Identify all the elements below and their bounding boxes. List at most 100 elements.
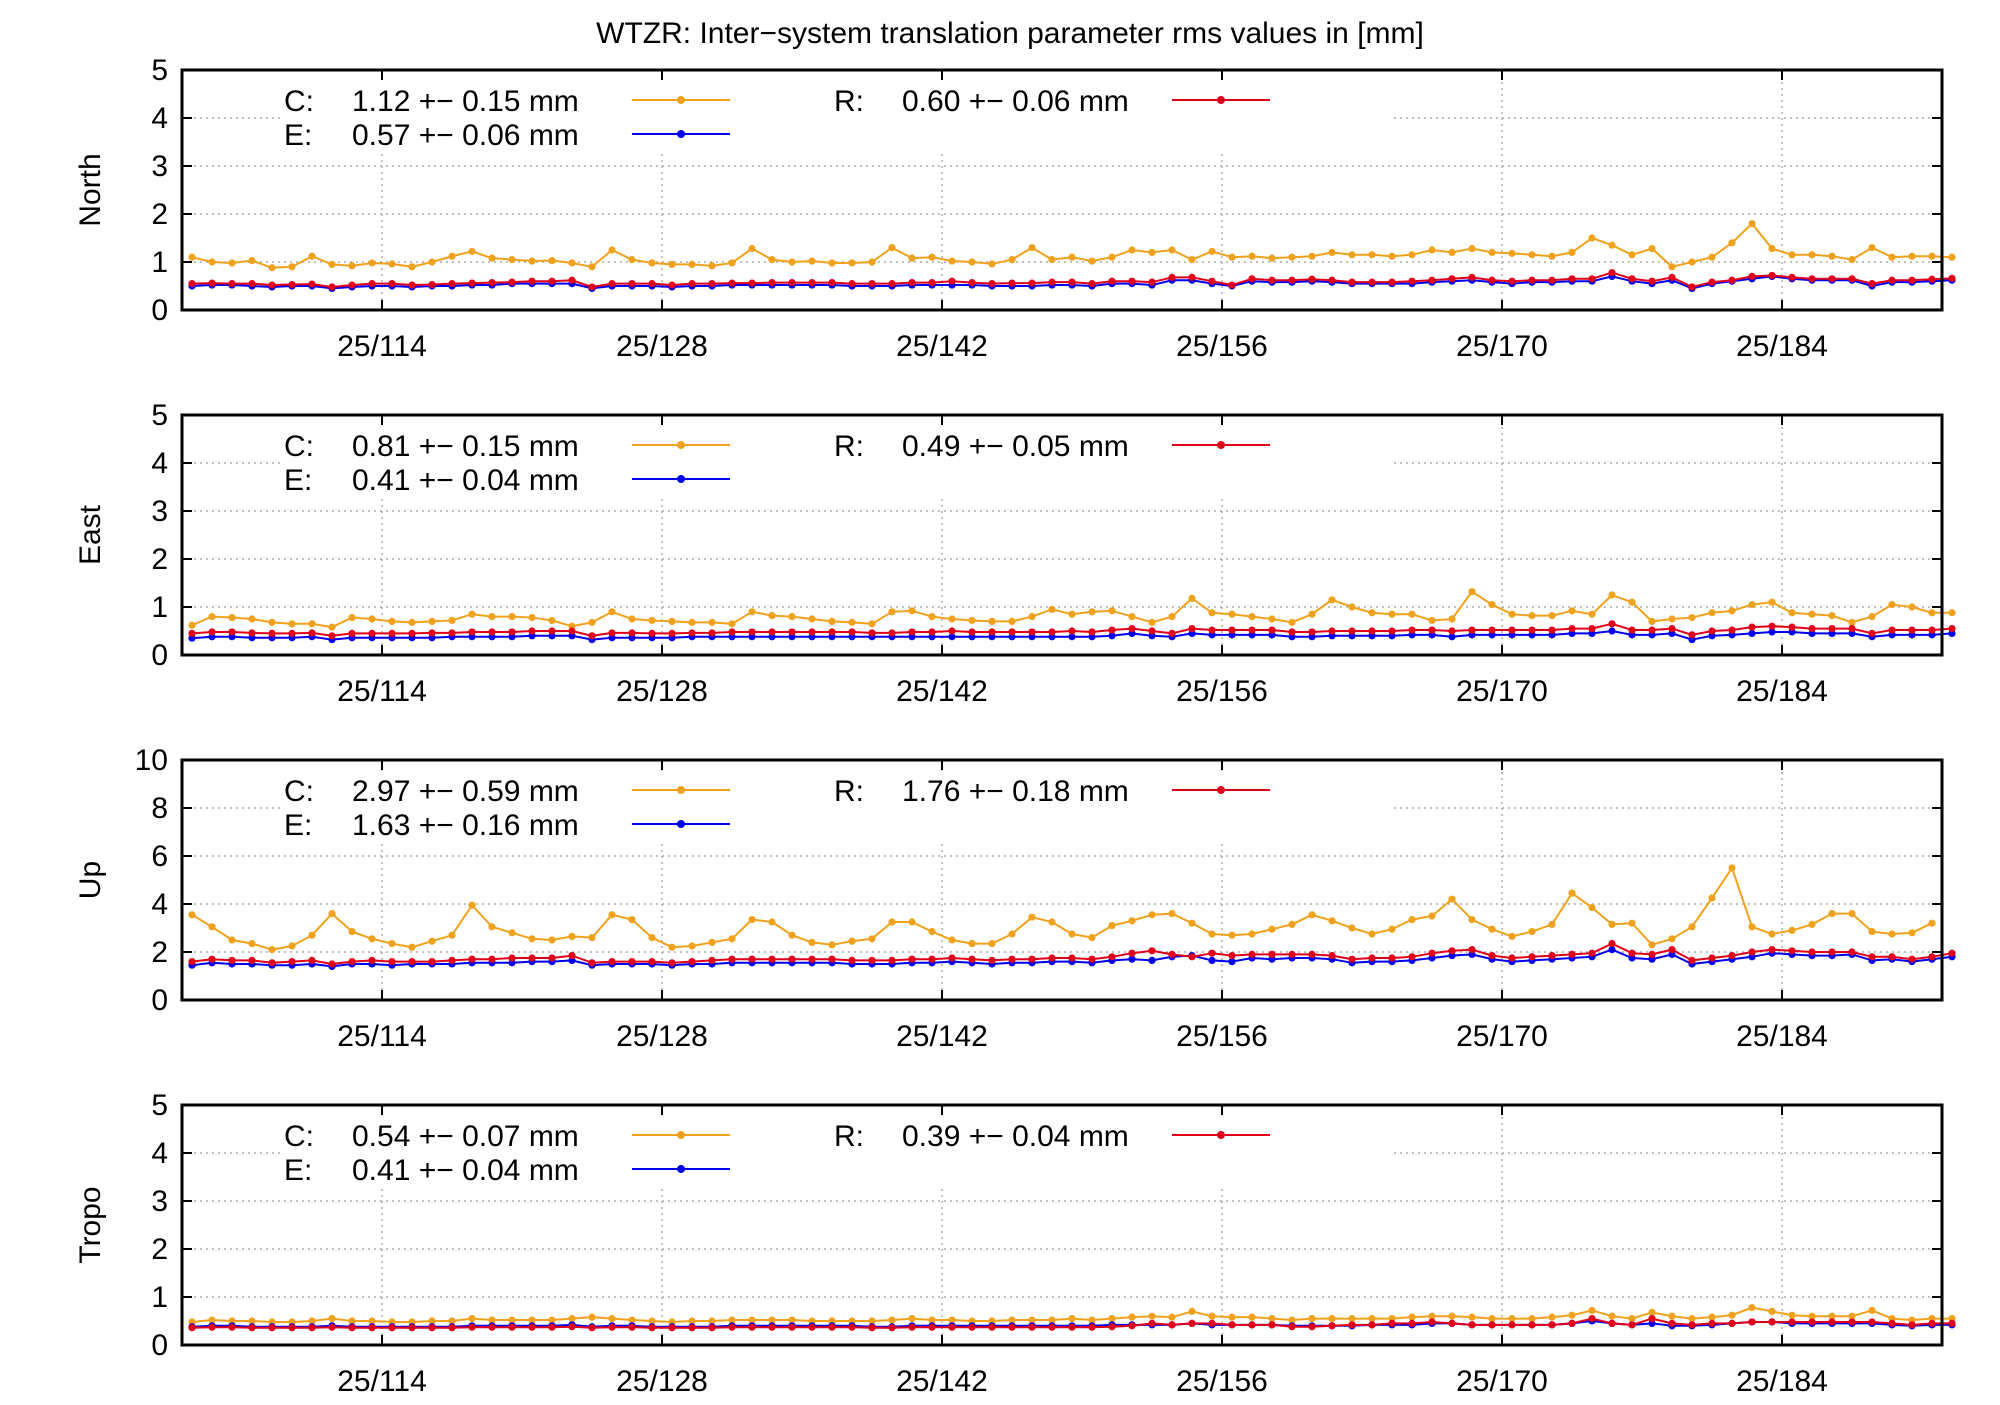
data-point-c [1708, 253, 1716, 261]
data-point-c [1088, 934, 1096, 942]
data-point-c [1728, 607, 1736, 615]
data-point-c [508, 929, 516, 937]
data-point-r [928, 628, 936, 636]
data-point-r [1408, 277, 1416, 285]
data-point-c [1508, 249, 1516, 257]
data-point-r [928, 279, 936, 287]
panel-east: C: 0.81 +− 0.15 mm E: 0.41 +− 0.04 mm R: 0.49… [74, 399, 1956, 708]
data-point-r [668, 1324, 676, 1332]
data-point-c [648, 934, 656, 942]
data-point-c [768, 918, 776, 926]
data-point-c [208, 923, 216, 931]
legend-entry-r: R: 0.39 +− 0.04 mm [834, 1120, 1270, 1153]
data-point-r [828, 1323, 836, 1331]
data-point-c [1688, 923, 1696, 931]
data-point-c [288, 942, 296, 950]
legend-entry-r: R: 0.49 +− 0.05 mm [834, 430, 1270, 463]
data-point-r [828, 628, 836, 636]
data-point-c [588, 1313, 596, 1321]
data-point-r [1468, 946, 1476, 954]
plot-frame [180, 68, 1944, 312]
data-point-r [208, 628, 216, 636]
legend-prefix: R: [834, 775, 864, 808]
data-point-r [1448, 627, 1456, 635]
data-point-r [1128, 625, 1136, 633]
data-point-r [288, 629, 296, 638]
data-point-c [648, 259, 656, 267]
x-tick-label: 25/156 [1176, 330, 1268, 363]
data-point-c [1428, 246, 1436, 254]
data-point-r [1388, 278, 1396, 286]
data-point-r [1248, 1321, 1256, 1329]
data-point-c [548, 256, 556, 265]
data-point-c [328, 623, 336, 631]
y-axis-label: Up [74, 861, 107, 899]
data-point-r [748, 1323, 756, 1331]
data-point-r [968, 955, 976, 963]
data-point-c [1268, 254, 1276, 262]
data-point-r [1008, 628, 1016, 636]
data-point-c [1408, 1313, 1416, 1321]
data-point-c [928, 613, 936, 621]
x-tick-label: 25/114 [337, 1020, 427, 1053]
data-point-r [1328, 276, 1336, 284]
data-point-r [768, 955, 776, 963]
data-point-r [368, 956, 376, 965]
data-point-c [1508, 932, 1516, 941]
data-point-r [348, 281, 356, 289]
data-point-c [1568, 889, 1576, 897]
data-point-c [1788, 609, 1796, 617]
data-point-r [408, 629, 416, 638]
data-point-c [1688, 1315, 1696, 1323]
data-point-r [328, 283, 336, 291]
data-point-c [1368, 609, 1376, 617]
data-point-c [1248, 613, 1256, 621]
data-point-c [1268, 925, 1276, 933]
data-point-c [1328, 1315, 1336, 1323]
data-point-r [1188, 273, 1196, 281]
data-point-c [1748, 1303, 1756, 1312]
data-point-c [388, 617, 396, 626]
data-point-r [1368, 1321, 1376, 1329]
data-point-c [308, 620, 316, 628]
data-point-r [1128, 949, 1136, 957]
data-point-c [1348, 924, 1356, 932]
data-point-r [608, 280, 616, 288]
data-point-r [588, 283, 596, 291]
data-point-r [1688, 631, 1696, 639]
data-point-r [1448, 275, 1456, 283]
y-tick-label: 0 [151, 1329, 168, 1362]
data-point-r [1488, 1321, 1496, 1329]
data-point-c [1688, 258, 1696, 266]
data-point-r [728, 955, 736, 963]
data-point-r [348, 958, 356, 966]
data-point-c [448, 931, 456, 939]
panels: C: 1.12 +− 0.15 mm E: 0.57 +− 0.06 mm R: 0.60… [74, 54, 1956, 1398]
data-point-c [928, 253, 936, 261]
data-point-c [1068, 610, 1076, 618]
data-point-r [388, 629, 396, 638]
data-point-r [288, 1324, 296, 1332]
data-point-c [1428, 1312, 1436, 1320]
data-point-r [528, 627, 536, 635]
legend-swatch-marker [1217, 96, 1225, 104]
data-point-r [1088, 1323, 1096, 1331]
data-point-c [1508, 1315, 1516, 1323]
legend-text: 1.12 +− 0.15 mm [352, 85, 579, 118]
data-point-r [1088, 955, 1096, 963]
y-tick-label: 0 [151, 639, 168, 672]
y-tick-label: 3 [151, 150, 168, 183]
x-tick-label: 25/156 [1176, 1365, 1268, 1398]
data-point-r [1148, 947, 1156, 955]
data-point-c [1528, 612, 1536, 620]
data-point-r [228, 1323, 236, 1331]
data-point-r [668, 281, 676, 289]
data-point-r [568, 952, 576, 960]
data-point-r [1568, 275, 1576, 283]
data-point-c [1748, 220, 1756, 228]
data-point-c [1088, 1316, 1096, 1324]
data-point-e [948, 633, 956, 641]
data-point-c [728, 259, 736, 267]
data-point-r [268, 629, 276, 638]
data-point-r [848, 956, 856, 965]
